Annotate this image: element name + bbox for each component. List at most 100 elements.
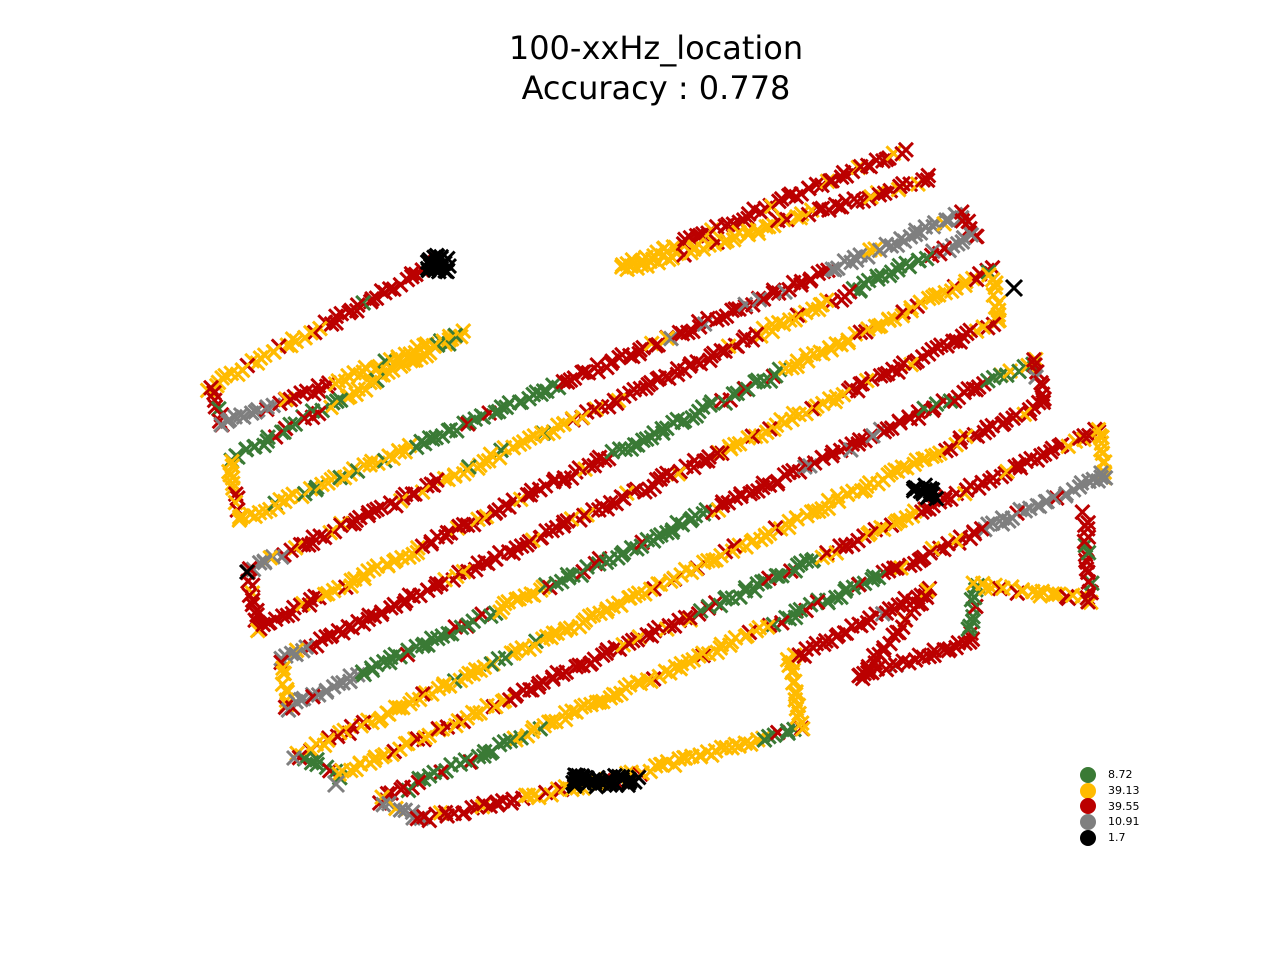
track-marker <box>405 352 422 369</box>
track-marker <box>871 186 888 203</box>
track-marker <box>660 251 677 268</box>
track-marker <box>819 173 836 190</box>
track-marker <box>256 553 273 570</box>
legend-label: 10.91 <box>1108 815 1140 829</box>
legend-marker <box>1080 782 1096 799</box>
track-marker <box>470 748 487 765</box>
track-marker <box>478 508 495 525</box>
track-marker <box>296 410 313 427</box>
track-marker <box>291 749 308 766</box>
track-marker <box>508 686 525 703</box>
track-marker <box>434 720 451 738</box>
track-marker <box>450 712 467 729</box>
track-marker <box>760 728 777 745</box>
track-marker <box>760 218 777 235</box>
track-marker <box>987 275 1004 292</box>
track-marker <box>302 480 319 497</box>
track-marker <box>992 367 1009 384</box>
track-marker <box>324 394 341 411</box>
track-marker <box>274 660 292 677</box>
legend-item: 39.55 <box>1080 798 1140 815</box>
track-marker <box>590 772 608 789</box>
legend-label: 39.55 <box>1108 799 1140 813</box>
track-marker <box>306 324 323 341</box>
track-marker <box>575 363 593 380</box>
track-marker <box>1025 351 1042 368</box>
track-marker <box>662 573 679 590</box>
track-marker <box>781 610 798 627</box>
track-marker <box>287 415 304 433</box>
legend-item: 39.13 <box>1080 782 1140 799</box>
track-marker <box>1060 438 1077 455</box>
track-marker <box>833 169 850 186</box>
track-marker <box>505 545 522 562</box>
track-marker <box>360 504 377 521</box>
track-marker <box>819 547 836 564</box>
track-marker <box>824 293 841 310</box>
track-marker <box>699 452 716 469</box>
track-marker <box>585 606 602 623</box>
track-marker <box>998 463 1016 480</box>
track-marker <box>792 276 809 294</box>
track-marker <box>381 654 398 671</box>
track-marker <box>505 645 522 662</box>
track-marker <box>1021 405 1038 422</box>
track-marker <box>387 646 404 663</box>
track-marker <box>664 521 681 539</box>
track-marker <box>611 440 628 458</box>
track-marker <box>249 606 266 624</box>
track-marker <box>718 589 735 606</box>
track-marker <box>303 741 320 758</box>
track-marker <box>806 454 823 471</box>
legend-label: 1.7 <box>1108 831 1126 845</box>
track-marker <box>879 420 896 437</box>
track-marker <box>661 617 678 634</box>
track-marker <box>578 558 596 576</box>
track-marker <box>1092 464 1110 482</box>
track-marker <box>713 636 730 653</box>
track-marker <box>885 627 902 644</box>
track-marker <box>375 796 392 813</box>
track-marker <box>590 501 607 518</box>
track-marker <box>821 390 838 407</box>
track-marker <box>322 628 339 645</box>
track-marker <box>382 494 399 512</box>
track-marker <box>810 265 827 282</box>
track-marker <box>751 291 768 308</box>
track-marker <box>948 639 965 656</box>
track-marker <box>259 429 276 446</box>
track-marker <box>912 294 929 311</box>
track-marker <box>409 539 426 556</box>
legend-item: 1.7 <box>1080 829 1140 846</box>
track-marker <box>867 241 884 258</box>
track-marker <box>929 339 946 356</box>
track-marker <box>602 776 619 793</box>
track-marker <box>632 380 649 397</box>
track-marker <box>283 542 300 559</box>
track-marker <box>626 773 643 790</box>
track-marker <box>713 445 730 462</box>
track-marker <box>808 176 825 193</box>
track-marker <box>526 427 543 445</box>
track-marker <box>496 692 513 709</box>
track-marker <box>327 308 345 325</box>
track-marker <box>872 367 889 384</box>
track-marker <box>571 460 588 477</box>
track-marker <box>831 538 849 555</box>
track-marker <box>755 373 773 390</box>
track-marker <box>905 480 922 497</box>
track-marker <box>309 756 326 773</box>
track-marker <box>626 436 643 453</box>
track-marker <box>796 458 813 476</box>
track-marker <box>718 739 735 756</box>
track-marker <box>493 398 510 416</box>
track-marker <box>701 352 718 369</box>
track-marker <box>559 566 576 583</box>
track-marker <box>880 311 897 328</box>
track-marker <box>1035 394 1052 411</box>
track-marker <box>1083 575 1100 592</box>
track-marker <box>480 452 497 469</box>
track-marker <box>1044 585 1061 603</box>
track-marker <box>589 357 606 374</box>
